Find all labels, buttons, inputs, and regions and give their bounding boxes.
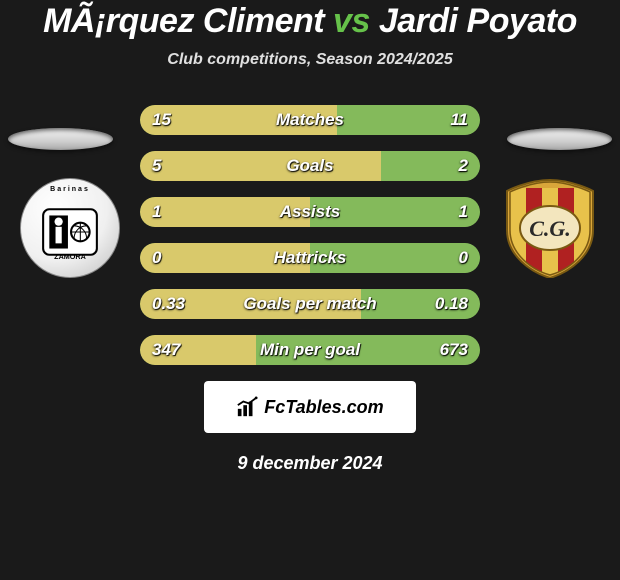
svg-text:ZAMORA: ZAMORA (54, 252, 86, 261)
player1-name: MÃ¡rquez Climent (43, 2, 324, 40)
vs-text: vs (333, 2, 370, 40)
stat-row: 0.330.18Goals per match (140, 289, 480, 319)
player2-name: Jardi Poyato (379, 2, 577, 40)
stat-row: 52Goals (140, 151, 480, 181)
cg-crest: C.G. (500, 178, 600, 278)
page-title: MÃ¡rquez Climent vs Jardi Poyato (0, 2, 620, 41)
stat-label: Goals per match (140, 289, 480, 319)
brand-suffix: .com (342, 397, 384, 417)
stat-row: 00Hattricks (140, 243, 480, 273)
stat-row: 1511Matches (140, 105, 480, 135)
footer-brand: FcTables.com (204, 381, 416, 433)
decorative-ellipse-right (507, 128, 612, 150)
stat-label: Assists (140, 197, 480, 227)
brand-text: FcTables.com (264, 397, 383, 418)
brand-prefix: Fc (264, 397, 285, 417)
stat-row: 347673Min per goal (140, 335, 480, 365)
club-badge-left: Barinas ZAMORA (20, 178, 120, 278)
stat-label: Goals (140, 151, 480, 181)
stat-label: Matches (140, 105, 480, 135)
subtitle: Club competitions, Season 2024/2025 (0, 51, 620, 69)
brand-main: Tables (285, 397, 341, 417)
stat-label: Hattricks (140, 243, 480, 273)
zamora-logo: ZAMORA (39, 201, 101, 263)
stat-label: Min per goal (140, 335, 480, 365)
footer-date: 9 december 2024 (0, 453, 620, 474)
stats-container: 1511Matches 52Goals 11Assists 00Hattricks 0.… (140, 105, 480, 365)
svg-text:C.G.: C.G. (529, 216, 571, 241)
brand-chart-icon (236, 396, 258, 418)
decorative-ellipse-left (8, 128, 113, 150)
stat-row: 11Assists (140, 197, 480, 227)
club-badge-right: C.G. (500, 178, 600, 278)
badge-left-top-text: Barinas (25, 186, 115, 193)
